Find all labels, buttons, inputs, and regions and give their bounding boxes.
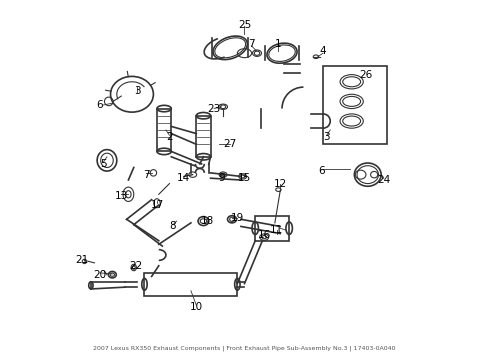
Text: 17: 17 [150,200,163,210]
Text: 12: 12 [273,179,286,189]
Text: 3: 3 [134,86,141,96]
Text: 26: 26 [359,69,372,80]
Text: 25: 25 [237,19,251,30]
Text: 27: 27 [223,139,236,149]
Text: 14: 14 [177,173,190,183]
Text: 8: 8 [169,221,176,231]
Text: 6: 6 [317,166,324,176]
Text: 2007 Lexus RX350 Exhaust Components | Front Exhaust Pipe Sub-Assembly No.3 | 174: 2007 Lexus RX350 Exhaust Components | Fr… [93,346,395,351]
Text: 7: 7 [142,170,149,180]
Text: 22: 22 [129,261,142,271]
Text: 21: 21 [75,255,88,265]
Text: 3: 3 [323,132,329,142]
Text: 10: 10 [189,302,203,312]
Text: 20: 20 [93,270,106,280]
Text: 9: 9 [218,173,224,183]
Text: 5: 5 [100,159,106,169]
Text: 4: 4 [319,46,325,57]
Text: 16: 16 [257,230,270,240]
Text: 23: 23 [207,104,220,113]
Text: 2: 2 [166,132,172,142]
Text: 19: 19 [230,212,244,222]
Text: 18: 18 [200,216,213,226]
Text: 6: 6 [96,100,103,110]
Text: 7: 7 [248,39,254,49]
Text: 13: 13 [114,191,128,201]
Text: 11: 11 [269,225,283,235]
Text: 15: 15 [237,173,251,183]
Text: 1: 1 [275,39,281,49]
Text: 24: 24 [376,175,389,185]
